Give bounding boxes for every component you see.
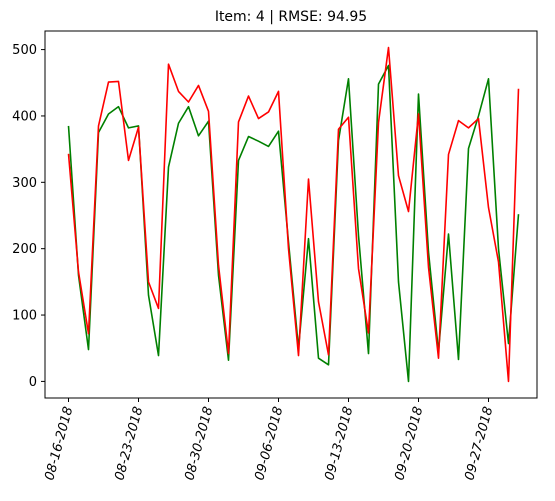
- x-tick-label: 09-06-2018: [252, 405, 286, 482]
- y-tick-label: 0: [29, 375, 37, 390]
- chart-title: Item: 4 | RMSE: 94.95: [215, 9, 367, 25]
- x-tick-label: 09-27-2018: [462, 405, 496, 482]
- y-tick-label: 500: [12, 43, 37, 58]
- y-axis: 0 100 200 300 400 500: [12, 43, 45, 390]
- y-tick-label: 200: [12, 242, 37, 257]
- x-tick-label: 08-16-2018: [42, 405, 76, 482]
- x-axis: 08-16-2018 08-23-2018 08-30-2018 09-06-2018…: [42, 398, 496, 482]
- y-tick-label: 100: [12, 309, 37, 324]
- chart-series: [67, 46, 520, 383]
- y-tick-label: 400: [12, 109, 37, 124]
- series-line-1: [67, 64, 520, 383]
- series-line-2: [67, 46, 520, 383]
- x-tick-label: 09-20-2018: [392, 405, 426, 482]
- x-tick-label: 08-23-2018: [112, 405, 146, 482]
- x-tick-label: 09-13-2018: [322, 405, 356, 482]
- x-tick-label: 08-30-2018: [182, 405, 216, 482]
- y-tick-label: 300: [12, 176, 37, 191]
- plot-frame: [44, 30, 538, 399]
